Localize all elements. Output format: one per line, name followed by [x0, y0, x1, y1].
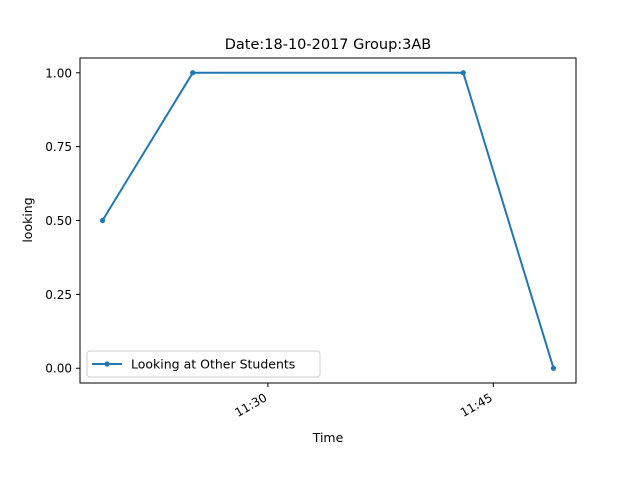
y-axis: 0.00 0.25 0.50 0.75 1.00: [45, 66, 80, 376]
data-point: [550, 365, 557, 371]
series-line: [101, 71, 555, 369]
y-tick-label: 0.00: [45, 362, 72, 376]
series-layer: [99, 70, 557, 371]
y-axis-label: looking: [20, 197, 35, 242]
legend: Looking at Other Students: [86, 350, 321, 378]
plot-area: [79, 57, 577, 384]
data-point: [99, 217, 106, 224]
legend-label: Looking at Other Students: [131, 357, 295, 372]
x-axis: 11:30 11:45: [232, 383, 495, 420]
y-tick-label: 0.75: [45, 140, 72, 154]
y-tick-label: 1.00: [45, 66, 72, 80]
data-point: [190, 70, 196, 76]
legend-marker: [104, 361, 110, 367]
y-tick-label: 0.25: [45, 288, 72, 302]
x-axis-label: Time: [312, 430, 344, 445]
legend-box: [86, 350, 321, 378]
y-tick-label: 0.50: [45, 214, 72, 228]
x-tick-label: 11:45: [458, 390, 495, 419]
data-point: [460, 70, 466, 76]
x-tick-label: 11:30: [232, 390, 269, 419]
chart-title: Date:18-10-2017 Group:3AB: [225, 37, 432, 53]
